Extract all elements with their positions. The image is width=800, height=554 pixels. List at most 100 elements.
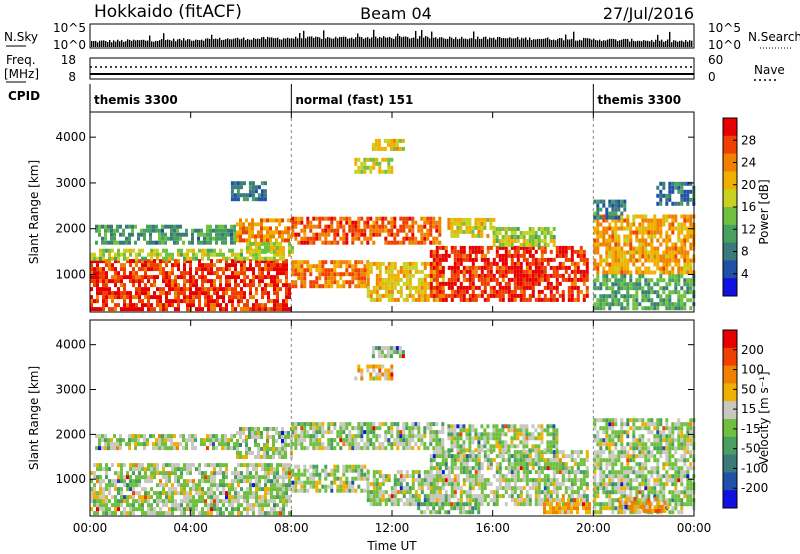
heatmap-cell bbox=[641, 298, 645, 303]
heatmap-cell bbox=[123, 263, 126, 268]
heatmap-cell bbox=[171, 487, 174, 492]
heatmap-cell bbox=[372, 297, 376, 302]
heatmap-cell bbox=[387, 169, 391, 174]
heatmap-cell bbox=[101, 438, 104, 443]
heatmap-cell bbox=[258, 241, 261, 246]
heatmap-cell bbox=[656, 238, 660, 243]
heatmap-cell bbox=[393, 232, 397, 237]
heatmap-cell bbox=[173, 442, 176, 447]
heatmap-cell bbox=[245, 427, 248, 431]
heatmap-cell bbox=[357, 228, 361, 233]
heatmap-cell bbox=[351, 220, 355, 225]
heatmap-cell bbox=[474, 221, 478, 226]
heatmap-cell bbox=[167, 236, 170, 241]
heatmap-cell bbox=[132, 483, 135, 488]
heatmap-cell bbox=[423, 265, 427, 270]
cpid-segment-label: themis 3300 bbox=[597, 93, 681, 107]
heatmap-cell bbox=[432, 216, 436, 221]
heatmap-cell bbox=[141, 248, 144, 253]
heatmap-cell bbox=[417, 281, 421, 286]
heatmap-cell bbox=[614, 250, 618, 255]
heatmap-cell bbox=[260, 222, 263, 227]
heatmap-cell bbox=[266, 427, 269, 431]
heatmap-cell bbox=[201, 479, 204, 484]
heatmap-cell bbox=[480, 249, 484, 254]
heatmap-cell bbox=[602, 270, 606, 275]
heatmap-cell bbox=[291, 272, 295, 277]
heatmap-cell bbox=[561, 277, 565, 282]
heatmap-cell bbox=[96, 283, 99, 288]
heatmap-cell bbox=[345, 240, 349, 245]
heatmap-cell bbox=[189, 495, 192, 500]
nsky-bar bbox=[259, 38, 261, 47]
heatmap-cell bbox=[126, 307, 129, 312]
heatmap-cell bbox=[330, 438, 334, 443]
heatmap-cell bbox=[390, 434, 394, 439]
heatmap-cell bbox=[207, 271, 210, 276]
heatmap-cell bbox=[420, 261, 424, 266]
heatmap-cell bbox=[164, 240, 167, 245]
heatmap-cell bbox=[93, 256, 96, 261]
heatmap-cell bbox=[501, 293, 505, 298]
heatmap-cell bbox=[522, 277, 526, 282]
heatmap-cell bbox=[519, 253, 523, 258]
heatmap-cell bbox=[291, 284, 295, 289]
heatmap-cell bbox=[516, 277, 520, 282]
heatmap-cell bbox=[336, 224, 340, 229]
heatmap-cell bbox=[357, 434, 361, 439]
heatmap-cell bbox=[599, 306, 603, 311]
heatmap-cell bbox=[519, 293, 523, 298]
heatmap-cell bbox=[659, 302, 663, 307]
heatmap-cell bbox=[183, 299, 186, 304]
heatmap-cell bbox=[540, 261, 544, 266]
heatmap-cell bbox=[108, 287, 111, 292]
heatmap-cell bbox=[255, 307, 258, 312]
heatmap-cell bbox=[105, 303, 108, 308]
heatmap-cell bbox=[269, 435, 272, 439]
heatmap-cell bbox=[489, 277, 493, 282]
heatmap-cell bbox=[140, 434, 143, 439]
heatmap-cell bbox=[650, 302, 654, 307]
heatmap-cell bbox=[354, 264, 358, 269]
heatmap-cell bbox=[216, 295, 219, 300]
heatmap-cell bbox=[200, 442, 203, 447]
heatmap-cell bbox=[360, 426, 364, 431]
heatmap-cell bbox=[411, 285, 415, 290]
nsky-bar bbox=[591, 39, 593, 47]
heatmap-cell bbox=[201, 275, 204, 280]
heatmap-cell bbox=[668, 238, 672, 243]
heatmap-cell bbox=[197, 236, 200, 241]
heatmap-cell bbox=[120, 291, 123, 296]
heatmap-cell bbox=[132, 471, 135, 476]
heatmap-cell bbox=[270, 463, 273, 468]
heatmap-cell bbox=[462, 277, 466, 282]
heatmap-cell bbox=[105, 271, 108, 276]
heatmap-cell bbox=[318, 268, 322, 273]
heatmap-cell bbox=[369, 269, 373, 274]
heatmap-cell bbox=[333, 476, 337, 481]
heatmap-cell bbox=[204, 252, 207, 257]
heatmap-cell bbox=[246, 256, 249, 261]
heatmap-cell bbox=[135, 275, 138, 280]
heatmap-cell bbox=[576, 297, 580, 302]
heatmap-cell bbox=[132, 259, 135, 264]
heatmap-cell bbox=[224, 232, 227, 237]
heatmap-cell bbox=[177, 291, 180, 296]
heatmap-cell bbox=[635, 302, 639, 307]
heatmap-cell bbox=[531, 257, 535, 262]
heatmap-cell bbox=[683, 290, 687, 295]
heatmap-cell bbox=[254, 238, 257, 243]
heatmap-cell bbox=[234, 499, 237, 504]
heatmap-cell bbox=[378, 368, 382, 373]
heatmap-cell bbox=[270, 495, 273, 500]
heatmap-cell bbox=[540, 257, 544, 262]
heatmap-cell bbox=[450, 297, 454, 302]
heatmap-cell bbox=[273, 267, 276, 272]
heatmap-cell bbox=[246, 487, 249, 492]
heatmap-cell bbox=[432, 498, 436, 503]
heatmap-cell bbox=[195, 499, 198, 504]
heatmap-cell bbox=[270, 483, 273, 488]
heatmap-cell bbox=[204, 299, 207, 304]
heatmap-cell bbox=[128, 434, 131, 439]
heatmap-cell bbox=[438, 442, 442, 447]
